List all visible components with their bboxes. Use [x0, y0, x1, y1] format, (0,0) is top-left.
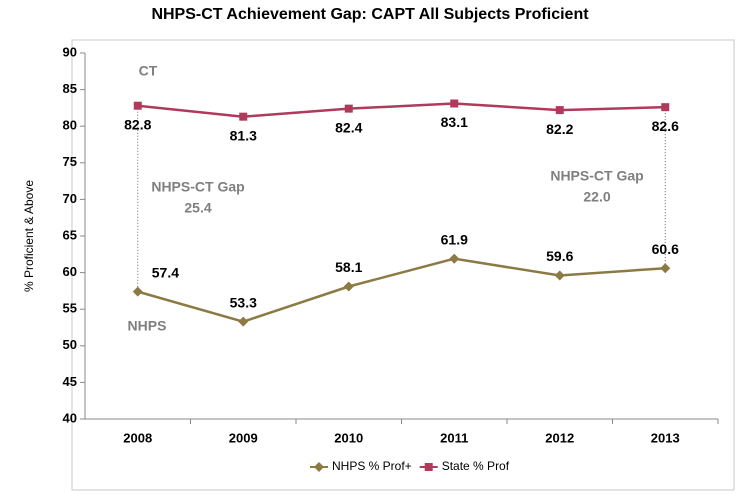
data-label: 81.3: [230, 127, 257, 143]
data-label: 53.3: [230, 294, 257, 310]
marker: [133, 101, 142, 110]
data-label: 60.6: [652, 241, 679, 257]
data-label: 57.4: [152, 264, 179, 280]
y-axis-label: % Proficient & Above: [22, 180, 36, 292]
marker: [554, 270, 565, 281]
marker: [661, 103, 670, 112]
annotation: NHPS-CT Gap: [151, 179, 244, 195]
annotation: NHPS-CT Gap: [550, 168, 643, 184]
data-label: 82.8: [124, 116, 151, 132]
annotation: CT: [139, 63, 158, 79]
marker: [132, 286, 143, 297]
y-tick-label: 75: [63, 154, 77, 169]
data-label: 82.6: [652, 118, 679, 134]
y-tick-label: 45: [63, 374, 77, 389]
data-label: 82.2: [546, 121, 573, 137]
marker: [555, 106, 564, 115]
x-tick-label: 2012: [545, 430, 574, 445]
y-tick-label: 50: [63, 337, 77, 352]
annotation: NHPS: [128, 318, 167, 334]
x-tick-label: 2008: [123, 430, 152, 445]
marker: [660, 263, 671, 274]
y-tick-label: 85: [63, 81, 77, 96]
x-tick-label: 2010: [334, 430, 363, 445]
y-tick-label: 60: [63, 264, 77, 279]
chart-border: [71, 39, 735, 491]
marker: [424, 463, 433, 471]
data-label: 83.1: [441, 114, 468, 130]
x-tick-label: 2011: [440, 430, 468, 445]
chart-title: NHPS-CT Achievement Gap: CAPT All Subjec…: [151, 6, 589, 23]
annotation: 25.4: [184, 200, 211, 216]
legend-label: State % Prof: [442, 459, 510, 473]
y-tick-label: 65: [63, 227, 77, 242]
data-label: 61.9: [441, 231, 468, 247]
series-line: [137, 102, 666, 118]
x-tick-label: 2009: [229, 430, 258, 445]
marker: [449, 253, 460, 264]
marker: [450, 99, 459, 108]
data-label: 58.1: [335, 259, 362, 275]
y-tick-label: 90: [63, 44, 77, 59]
y-tick-label: 80: [63, 118, 77, 133]
series-line: [137, 257, 666, 323]
data-label: 59.6: [546, 248, 573, 264]
marker: [239, 112, 248, 121]
data-label: 82.4: [335, 119, 362, 135]
annotation: 22.0: [583, 189, 610, 205]
y-tick-label: 55: [63, 301, 77, 316]
x-tick-label: 2013: [651, 430, 680, 445]
marker: [238, 316, 249, 327]
legend-label: NHPS % Prof+: [332, 459, 412, 473]
y-tick-label: 40: [63, 410, 77, 425]
y-tick-label: 70: [63, 191, 77, 206]
marker: [343, 281, 354, 292]
marker: [344, 104, 353, 113]
marker: [314, 462, 324, 472]
